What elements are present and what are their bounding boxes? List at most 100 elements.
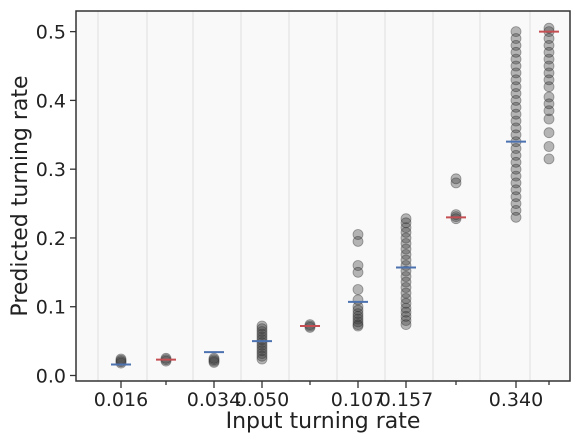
point-g8-25 <box>510 40 522 51</box>
x-tick-label-5: 0.340 <box>489 389 543 411</box>
point-g8-13 <box>510 122 522 134</box>
point-g6-9 <box>400 276 412 288</box>
point-g8-7 <box>510 163 522 175</box>
point-g5-11 <box>352 260 364 271</box>
x-tick-label-3: 0.107 <box>331 389 385 411</box>
point-g8-1 <box>510 204 522 216</box>
point-g8-9 <box>510 149 522 161</box>
point-g3-12 <box>256 320 268 332</box>
point-g5-3 <box>352 313 364 325</box>
point-g9-0 <box>543 153 555 165</box>
point-g2-0 <box>208 356 220 368</box>
grid <box>97 11 531 381</box>
point-g0-3 <box>115 353 127 365</box>
point-g9-8 <box>543 74 555 86</box>
point-g5-10 <box>352 266 364 278</box>
point-g9-6 <box>543 91 555 103</box>
plot-background <box>76 11 570 381</box>
x-tick-label-2: 0.050 <box>235 389 289 411</box>
point-g3-11 <box>256 323 268 335</box>
point-g3-10 <box>256 326 268 337</box>
point-g5-0 <box>352 320 364 332</box>
point-g1-0 <box>160 355 172 367</box>
point-g8-2 <box>510 198 522 210</box>
point-g8-3 <box>510 191 522 203</box>
y-tick-label-5: 0.5 <box>36 22 66 44</box>
x-axis-label: Input turning rate <box>226 409 421 434</box>
point-g3-6 <box>256 337 268 348</box>
point-g8-19 <box>510 81 522 93</box>
point-g6-16 <box>400 238 412 249</box>
point-g9-10 <box>543 60 555 72</box>
point-g8-16 <box>510 101 522 113</box>
point-g6-7 <box>400 287 412 299</box>
median-markers <box>111 30 559 366</box>
point-g6-18 <box>400 226 412 238</box>
point-g5-6 <box>352 304 364 316</box>
point-g9-7 <box>543 81 555 93</box>
point-g9-1 <box>543 141 555 152</box>
point-g8-18 <box>510 88 522 99</box>
point-g4-2 <box>304 319 316 331</box>
point-g8-23 <box>510 53 522 65</box>
point-g6-14 <box>400 249 412 260</box>
y-tick-label-4: 0.4 <box>36 90 66 112</box>
point-g5-13 <box>352 229 364 240</box>
point-g8-10 <box>510 143 522 154</box>
point-g8-12 <box>510 129 522 141</box>
point-g3-3 <box>256 345 268 357</box>
point-g8-5 <box>510 177 522 189</box>
point-g6-6 <box>400 293 412 304</box>
point-g5-1 <box>352 319 364 331</box>
point-g2-3 <box>208 352 220 364</box>
point-g6-19 <box>400 222 412 234</box>
y-tick-label-1: 0.1 <box>36 297 66 319</box>
point-g7-4 <box>450 173 462 185</box>
point-g6-21 <box>400 213 412 225</box>
point-g9-9 <box>543 67 555 79</box>
point-g2-1 <box>208 355 220 367</box>
point-g5-5 <box>352 308 364 320</box>
y-tick-label-0: 0.0 <box>36 365 66 387</box>
point-g9-2 <box>543 127 555 139</box>
point-g5-2 <box>352 316 364 328</box>
point-g9-3 <box>543 113 555 125</box>
point-g8-4 <box>510 184 522 196</box>
point-g8-22 <box>510 60 522 72</box>
point-g6-4 <box>400 302 412 314</box>
y-tick-label-2: 0.2 <box>36 228 66 250</box>
point-g5-12 <box>352 235 364 247</box>
point-g6-17 <box>400 232 412 244</box>
point-g5-8 <box>352 294 364 306</box>
point-g8-26 <box>510 33 522 44</box>
point-g8-21 <box>510 67 522 79</box>
point-g9-4 <box>543 105 555 117</box>
point-g6-0 <box>400 319 412 331</box>
point-g6-8 <box>400 282 412 293</box>
point-g9-5 <box>543 98 555 110</box>
point-g5-9 <box>352 284 364 295</box>
point-g9-13 <box>543 40 555 51</box>
point-g2-2 <box>208 354 220 366</box>
point-g3-1 <box>256 350 268 362</box>
point-g6-3 <box>400 306 412 318</box>
point-g9-14 <box>543 33 555 44</box>
point-g8-6 <box>510 170 522 182</box>
point-g0-0 <box>115 357 127 369</box>
x-tick-label-1: 0.034 <box>187 389 241 411</box>
x-tick-label-4: 0.157 <box>379 389 433 411</box>
point-g7-3 <box>450 177 462 189</box>
point-g8-15 <box>510 108 522 120</box>
point-g3-2 <box>256 348 268 359</box>
point-g9-11 <box>543 53 555 65</box>
plot-frame <box>75 10 571 382</box>
point-g3-9 <box>256 328 268 340</box>
point-g5-4 <box>352 310 364 322</box>
point-g6-2 <box>400 310 412 322</box>
point-g8-24 <box>510 46 522 58</box>
point-g9-12 <box>543 46 555 58</box>
point-g8-14 <box>510 115 522 127</box>
x-tick-label-0: 0.016 <box>94 389 148 411</box>
